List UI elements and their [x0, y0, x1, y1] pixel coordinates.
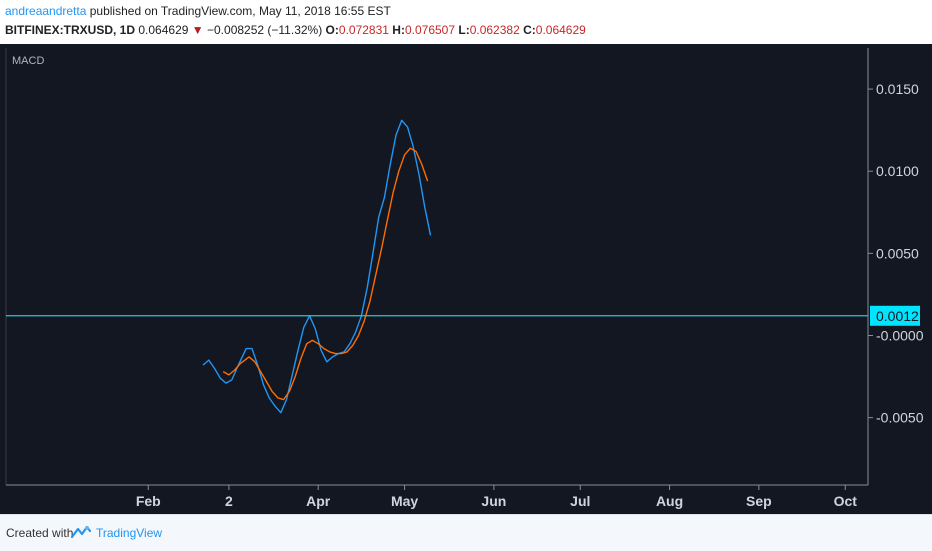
x-tick-label: Sep — [746, 493, 772, 509]
chart-area[interactable]: MACD 0.0150 0.0100 0.0050 -0.0000 -0.0050 Fe… — [0, 44, 932, 514]
x-tick-label: Jul — [570, 493, 590, 509]
low-label: L: — [458, 23, 470, 37]
symbol-info: BITFINEX:TRXUSD, 1D 0.064629 ▼ −0.008252… — [5, 23, 586, 37]
y-tick-label: 0.0100 — [876, 163, 919, 179]
y-tick-label: 0.0150 — [876, 81, 919, 97]
price-change: −0.008252 (−11.32%) — [207, 23, 323, 37]
x-tick-label: May — [391, 493, 418, 509]
published-text: published on TradingView.com, May 11, 20… — [86, 4, 391, 18]
low-value: 0.062382 — [469, 23, 520, 37]
macd-line — [202, 119, 432, 414]
high-label: H: — [392, 23, 405, 37]
y-tick-label: 0.0050 — [876, 245, 919, 261]
plot-border — [5, 48, 869, 486]
y-tick-label: -0.0050 — [876, 410, 924, 426]
y-tick-label: -0.0000 — [876, 328, 924, 344]
tradingview-logo-icon[interactable] — [71, 525, 91, 539]
series-layer — [202, 119, 432, 414]
x-axis[interactable]: Feb 2 Apr May Jun Jul Aug Sep Oct — [136, 485, 857, 509]
tradingview-brand-link[interactable]: TradingView — [96, 526, 163, 540]
horizontal-line-label: 0.0012 — [876, 308, 919, 324]
last-price: 0.064629 — [138, 23, 189, 37]
horizontal-line-layer[interactable]: 0.0012 — [6, 305, 920, 326]
x-tick-label: Feb — [136, 493, 161, 509]
close-label: C: — [523, 23, 536, 37]
macd-chart[interactable]: MACD 0.0150 0.0100 0.0050 -0.0000 -0.0050 Fe… — [0, 44, 932, 514]
close-value: 0.064629 — [535, 23, 586, 37]
created-with-text: Created with — [6, 526, 74, 540]
indicator-label: MACD — [12, 55, 44, 67]
x-tick-label: Oct — [834, 493, 858, 509]
x-tick-label: Jun — [481, 493, 506, 509]
open-value: 0.072831 — [338, 23, 389, 37]
open-label: O: — [325, 23, 339, 37]
symbol-name: BITFINEX:TRXUSD, 1D — [5, 23, 136, 37]
y-axis[interactable]: 0.0150 0.0100 0.0050 -0.0000 -0.0050 — [868, 81, 924, 426]
publish-info: andreaandretta published on TradingView.… — [5, 4, 391, 18]
x-tick-label: 2 — [225, 493, 233, 509]
chart-background — [0, 44, 932, 514]
author-link[interactable]: andreaandretta — [5, 4, 87, 18]
x-tick-label: Apr — [306, 493, 331, 509]
signal-line — [222, 147, 429, 401]
footer: Created with TradingView — [0, 514, 932, 551]
x-tick-label: Aug — [656, 493, 683, 509]
chart-header: andreaandretta published on TradingView.… — [0, 0, 932, 44]
horizontal-line-price-tag — [870, 305, 920, 326]
high-value: 0.076507 — [404, 23, 456, 37]
down-arrow-icon: ▼ — [191, 23, 204, 37]
